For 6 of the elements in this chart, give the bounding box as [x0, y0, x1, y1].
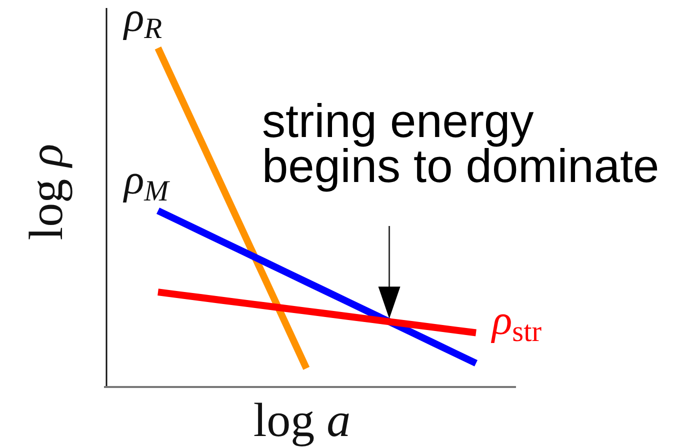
annotation: string energy begins to dominate	[262, 94, 660, 192]
y-axis-title: log ρ	[20, 144, 73, 240]
x-axis-title: log a	[253, 394, 351, 447]
series-label: ρ$_{R}$	[122, 0, 162, 45]
series-label: ρ$_{str}$	[490, 298, 542, 348]
series-label: ρ$_{M}$	[122, 158, 170, 208]
